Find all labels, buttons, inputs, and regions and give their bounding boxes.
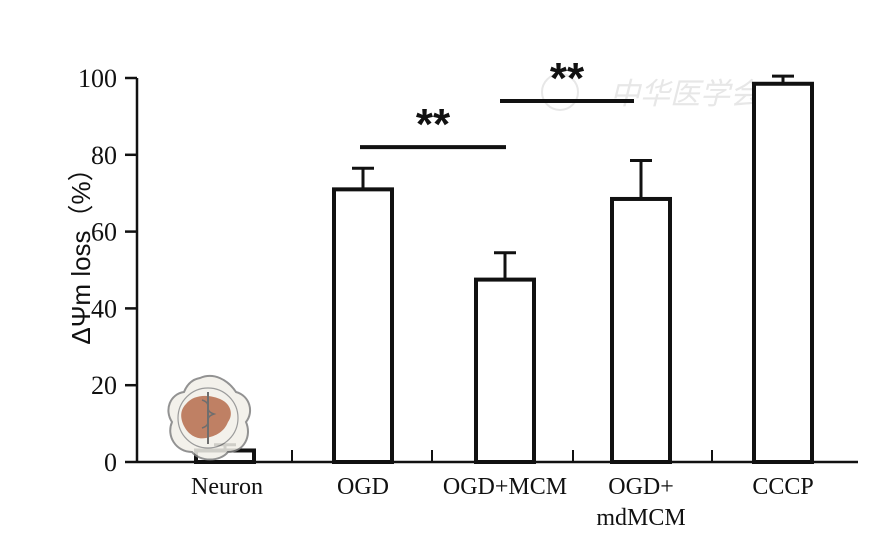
y-tick-label: 0 (104, 448, 117, 477)
x-category-label: Neuron (191, 474, 263, 500)
bar (610, 196, 672, 465)
seal-logo (167, 374, 252, 461)
y-tick-label: 100 (78, 64, 117, 93)
x-category-label: OGD+ (608, 474, 674, 500)
watermark-text: 中华医学会 (610, 78, 763, 111)
y-tick-label: 60 (91, 218, 117, 247)
bar (332, 187, 394, 465)
x-category-label: CCCP (752, 474, 813, 500)
bar (752, 81, 814, 464)
x-category-label: OGD (337, 474, 389, 500)
significance-label: ** (550, 54, 585, 103)
y-tick-label: 40 (91, 294, 117, 323)
y-tick-label: 20 (91, 371, 117, 400)
significance-label: ** (416, 100, 451, 149)
bar (474, 277, 536, 464)
x-category-label: mdMCM (596, 505, 685, 531)
x-category-label: OGD+MCM (443, 474, 567, 500)
y-axis-title: ΔΨm loss（%） (66, 155, 96, 344)
y-tick-label: 80 (91, 141, 117, 170)
watermark: 中华医学会 (541, 73, 763, 111)
